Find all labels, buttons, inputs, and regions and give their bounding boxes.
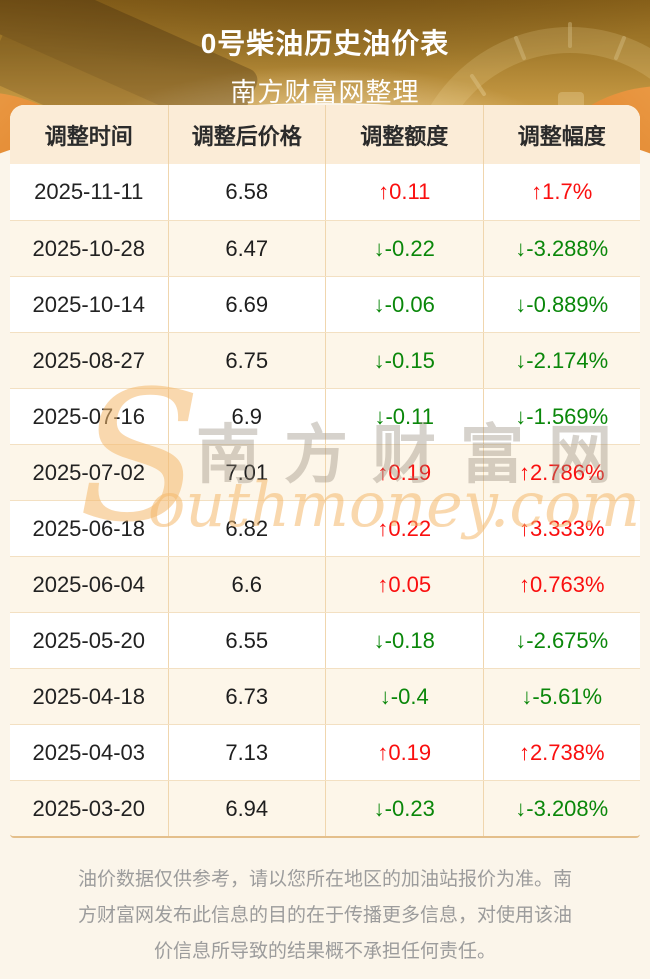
table-row: 2025-07-16 6.9 ↓-0.11 ↓-1.569% xyxy=(10,388,640,444)
cell-amount: ↑0.22 xyxy=(325,501,483,556)
cell-amount: ↑0.19 xyxy=(325,445,483,500)
cell-price: 6.75 xyxy=(167,333,326,388)
table-row: 2025-10-28 6.47 ↓-0.22 ↓-3.288% xyxy=(10,220,640,276)
cell-rate: ↓-3.288% xyxy=(482,221,641,276)
cell-price: 7.01 xyxy=(167,445,326,500)
cell-date: 2025-04-03 xyxy=(32,739,146,765)
cell-price: 6.9 xyxy=(167,389,326,444)
disclaimer-text: 油价数据仅供参考，请以您所在地区的加油站报价为准。南方财富网发布此信息的目的在于… xyxy=(77,869,572,962)
cell-date: 2025-03-20 xyxy=(32,795,146,821)
cell-amount: ↓-0.4 xyxy=(325,669,483,724)
cell-rate: ↓-2.675% xyxy=(482,613,641,668)
cell-amount: ↓-0.06 xyxy=(325,277,483,332)
cell-price: 6.73 xyxy=(167,669,326,724)
cell-rate: ↑3.333% xyxy=(482,501,641,556)
table-body: 2025-11-11 6.58 ↑0.11 ↑1.7% 2025-10-28 6.47 ↓-… xyxy=(10,164,640,836)
cell-rate: ↑2.786% xyxy=(482,445,641,500)
cell-date: 2025-07-16 xyxy=(32,403,146,429)
cell-amount: ↓-0.23 xyxy=(325,781,483,836)
table-row: 2025-05-20 6.55 ↓-0.18 ↓-2.675% xyxy=(10,612,640,668)
cell-date: 2025-10-28 xyxy=(32,235,146,261)
table-row: 2025-03-20 6.94 ↓-0.23 ↓-3.208% xyxy=(10,780,640,836)
cell-date: 2025-08-27 xyxy=(32,347,146,373)
cell-amount: ↓-0.15 xyxy=(325,333,483,388)
cell-rate: ↑2.738% xyxy=(482,725,641,780)
cell-rate: ↓-5.61% xyxy=(482,669,641,724)
header-adjust-rate: 调整幅度 xyxy=(482,105,641,164)
cell-price: 6.69 xyxy=(167,277,326,332)
cell-rate: ↓-0.889% xyxy=(482,277,641,332)
cell-amount: ↑0.19 xyxy=(325,725,483,780)
header-adjust-amount: 调整额度 xyxy=(325,105,483,164)
cell-date: 2025-07-02 xyxy=(32,459,146,485)
cell-price: 6.47 xyxy=(167,221,326,276)
cell-rate: ↑1.7% xyxy=(482,164,641,220)
table-header-row: 调整时间 调整后价格 调整额度 调整幅度 xyxy=(10,105,640,164)
cell-price: 6.58 xyxy=(167,164,326,220)
cell-date: 2025-11-11 xyxy=(34,179,144,204)
cell-rate: ↓-1.569% xyxy=(482,389,641,444)
table-row: 2025-06-04 6.6 ↑0.05 ↑0.763% xyxy=(10,556,640,612)
table-row: 2025-11-11 6.58 ↑0.11 ↑1.7% xyxy=(10,164,640,220)
cell-price: 6.94 xyxy=(167,781,326,836)
header-adjust-time: 调整时间 xyxy=(44,123,133,149)
header-price-after: 调整后价格 xyxy=(167,105,326,164)
cell-date: 2025-06-04 xyxy=(32,571,146,597)
cell-rate: ↑0.763% xyxy=(482,557,641,612)
cell-rate: ↓-3.208% xyxy=(482,781,641,836)
cell-date: 2025-06-18 xyxy=(32,515,146,541)
table-row: 2025-06-18 6.82 ↑0.22 ↑3.333% xyxy=(10,500,640,556)
cell-amount: ↑0.05 xyxy=(325,557,483,612)
cell-amount: ↓-0.18 xyxy=(325,613,483,668)
cell-price: 6.55 xyxy=(167,613,326,668)
cell-date: 2025-04-18 xyxy=(32,683,146,709)
table-row: 2025-04-18 6.73 ↓-0.4 ↓-5.61% xyxy=(10,668,640,724)
page-title: 0号柴油历史油价表 xyxy=(200,28,450,59)
cell-date: 2025-05-20 xyxy=(32,627,146,653)
price-table: 调整时间 调整后价格 调整额度 调整幅度 2025-11-11 6.58 ↑0.11… xyxy=(10,105,640,838)
cell-price: 6.6 xyxy=(167,557,326,612)
table-row: 2025-08-27 6.75 ↓-0.15 ↓-2.174% xyxy=(10,332,640,388)
cell-amount: ↑0.11 xyxy=(325,164,483,220)
cell-price: 6.82 xyxy=(167,501,326,556)
cell-amount: ↓-0.11 xyxy=(325,389,483,444)
table-row: 2025-07-02 7.01 ↑0.19 ↑2.786% xyxy=(10,444,640,500)
cell-amount: ↓-0.22 xyxy=(325,221,483,276)
table-row: 2025-10-14 6.69 ↓-0.06 ↓-0.889% xyxy=(10,276,640,332)
table-row: 2025-04-03 7.13 ↑0.19 ↑2.738% xyxy=(10,724,640,780)
cell-date: 2025-10-14 xyxy=(32,291,146,317)
cell-rate: ↓-2.174% xyxy=(482,333,641,388)
cell-price: 7.13 xyxy=(167,725,326,780)
page-subtitle: 南方财富网整理 xyxy=(230,77,420,107)
